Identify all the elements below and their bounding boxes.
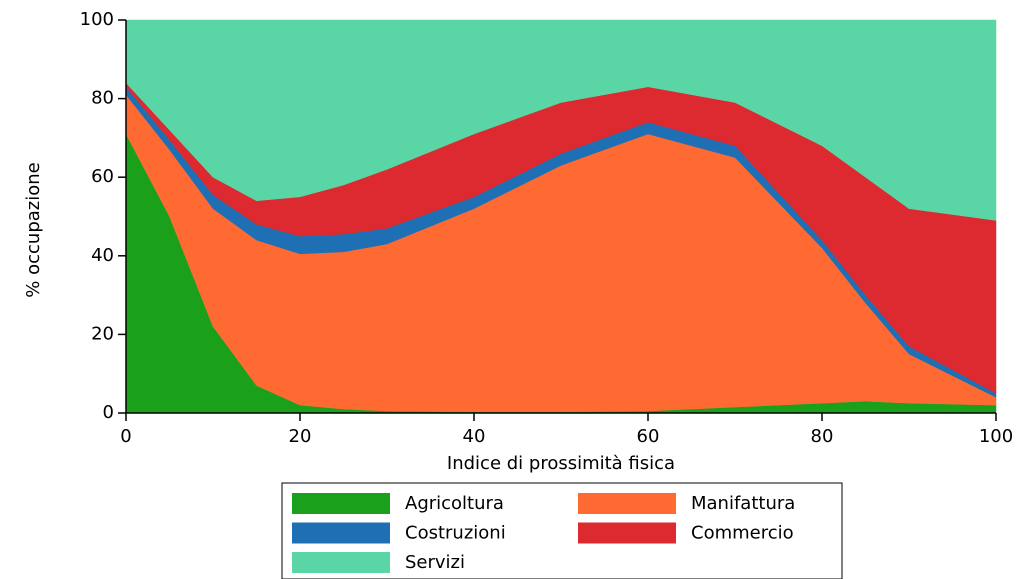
legend-label: Costruzioni: [405, 523, 506, 544]
legend-swatch: [292, 522, 390, 544]
y-tick-label: 0: [103, 402, 114, 423]
legend-swatch: [292, 552, 390, 573]
area: [125, 19, 997, 221]
y-axis-label: % occupazione: [23, 162, 44, 297]
legend-label: Agricoltura: [405, 493, 504, 514]
legend-label: Manifattura: [691, 493, 795, 514]
x-tick-label: 20: [289, 426, 312, 447]
legend-label: Commercio: [691, 523, 794, 544]
y-tick-label: 40: [91, 245, 114, 266]
x-tick-label: 40: [463, 426, 486, 447]
x-tick-label: 100: [979, 426, 1013, 447]
legend-swatch: [578, 522, 676, 544]
x-tick-label: 0: [120, 426, 131, 447]
legend-swatch: [578, 493, 676, 514]
y-tick-label: 80: [91, 88, 114, 109]
legend-swatch: [292, 493, 390, 514]
y-tick-label: 100: [80, 9, 114, 30]
y-tick-label: 60: [91, 166, 114, 187]
y-tick-label: 20: [91, 323, 114, 344]
legend-label: Servizi: [405, 552, 465, 573]
x-tick-label: 60: [637, 426, 660, 447]
x-axis-label: Indice di prossimità fisica: [447, 453, 675, 474]
x-tick-label: 80: [811, 426, 834, 447]
